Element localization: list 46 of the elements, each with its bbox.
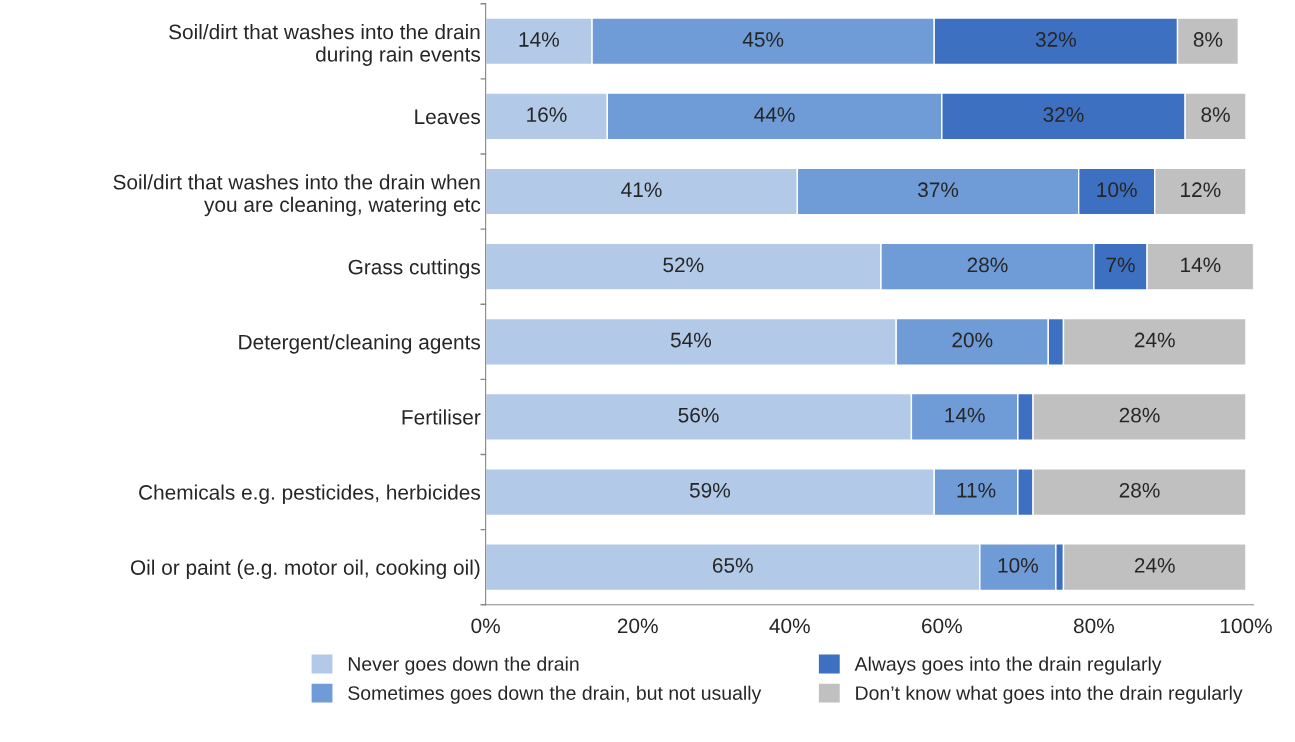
x-tick-label: 60% (922, 618, 962, 634)
data-label: 10% (1097, 182, 1137, 198)
data-label: 12% (1181, 182, 1221, 198)
data-label: 28% (967, 257, 1008, 273)
legend-label: Don’t know what goes into the drain regularly (856, 685, 1243, 704)
x-tick-label: 40% (769, 618, 810, 634)
y-tick-label: Leaves (415, 109, 481, 125)
x-tick-label: 100% (1220, 618, 1272, 634)
data-label: 14% (1181, 257, 1221, 273)
data-label: 24% (1134, 332, 1175, 348)
data-label: 7% (1106, 257, 1135, 273)
legend-label: Sometimes goes down the drain, but not usually (348, 685, 762, 704)
data-label: 8% (1193, 32, 1223, 47)
data-label: 32% (1043, 107, 1084, 122)
data-label: 32% (1035, 32, 1076, 47)
data-label: 44% (754, 107, 795, 122)
data-label: 28% (1119, 407, 1160, 423)
data-label: 56% (678, 407, 719, 423)
data-label: 16% (527, 107, 567, 122)
data-label: 52% (663, 257, 704, 273)
data-label: 28% (1119, 482, 1160, 498)
data-label: 59% (689, 482, 731, 498)
legend-label: Never goes down the drain (348, 656, 579, 675)
data-label: 8% (1201, 107, 1230, 122)
data-label: 54% (670, 332, 712, 348)
x-tick-label: 0% (471, 618, 500, 634)
x-tick-label: 20% (617, 618, 658, 634)
data-label: 45% (742, 32, 784, 47)
data-label: 14% (945, 407, 985, 423)
data-label: 41% (621, 182, 662, 198)
data-label: 24% (1134, 558, 1175, 573)
data-label: 20% (952, 332, 993, 348)
y-tick-label: Chemicals e.g. pesticides, herbicides (139, 484, 481, 504)
y-tick-label: Oil or paint (e.g. motor oil, cooking oil) (130, 559, 480, 580)
data-label: 65% (712, 558, 753, 573)
x-tick-label: 80% (1073, 618, 1114, 634)
data-label: 11% (957, 482, 996, 498)
y-tick-label: Soil/dirt that washes into the drain when you are cleaning, watering etc (113, 174, 481, 217)
data-label: 14% (519, 32, 559, 47)
y-tick-label: Fertiliser (402, 409, 481, 425)
y-tick-label: Soil/dirt that washes into the drain during rain events (169, 24, 481, 66)
y-tick-label: Grass cuttings (348, 259, 481, 279)
y-tick-label: Detergent/cleaning agents (239, 334, 481, 354)
data-label: 37% (917, 182, 959, 198)
legend-label: Always goes into the drain regularly (854, 656, 1162, 675)
data-label: 10% (998, 558, 1038, 573)
